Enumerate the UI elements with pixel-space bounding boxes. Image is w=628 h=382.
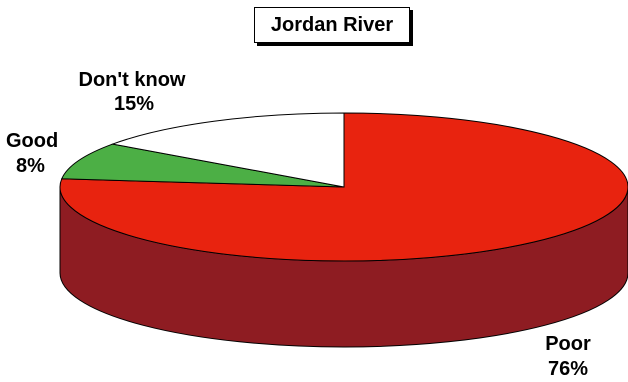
pie-slice-good xyxy=(61,143,345,188)
pie-tops xyxy=(59,112,628,262)
label-good-value: 8% xyxy=(16,155,45,177)
label-poor-value: 76% xyxy=(548,358,588,380)
pie-labels: Don't know 15% Good 8% Poor 76% xyxy=(6,69,591,380)
label-dont-know-value: 15% xyxy=(114,93,154,115)
chart-title: Jordan River xyxy=(254,7,410,43)
pie-slice-don-t-know xyxy=(110,112,345,188)
label-good-name: Good xyxy=(6,130,58,152)
label-poor-name: Poor xyxy=(545,333,591,355)
label-dont-know-name: Don't know xyxy=(79,69,186,91)
